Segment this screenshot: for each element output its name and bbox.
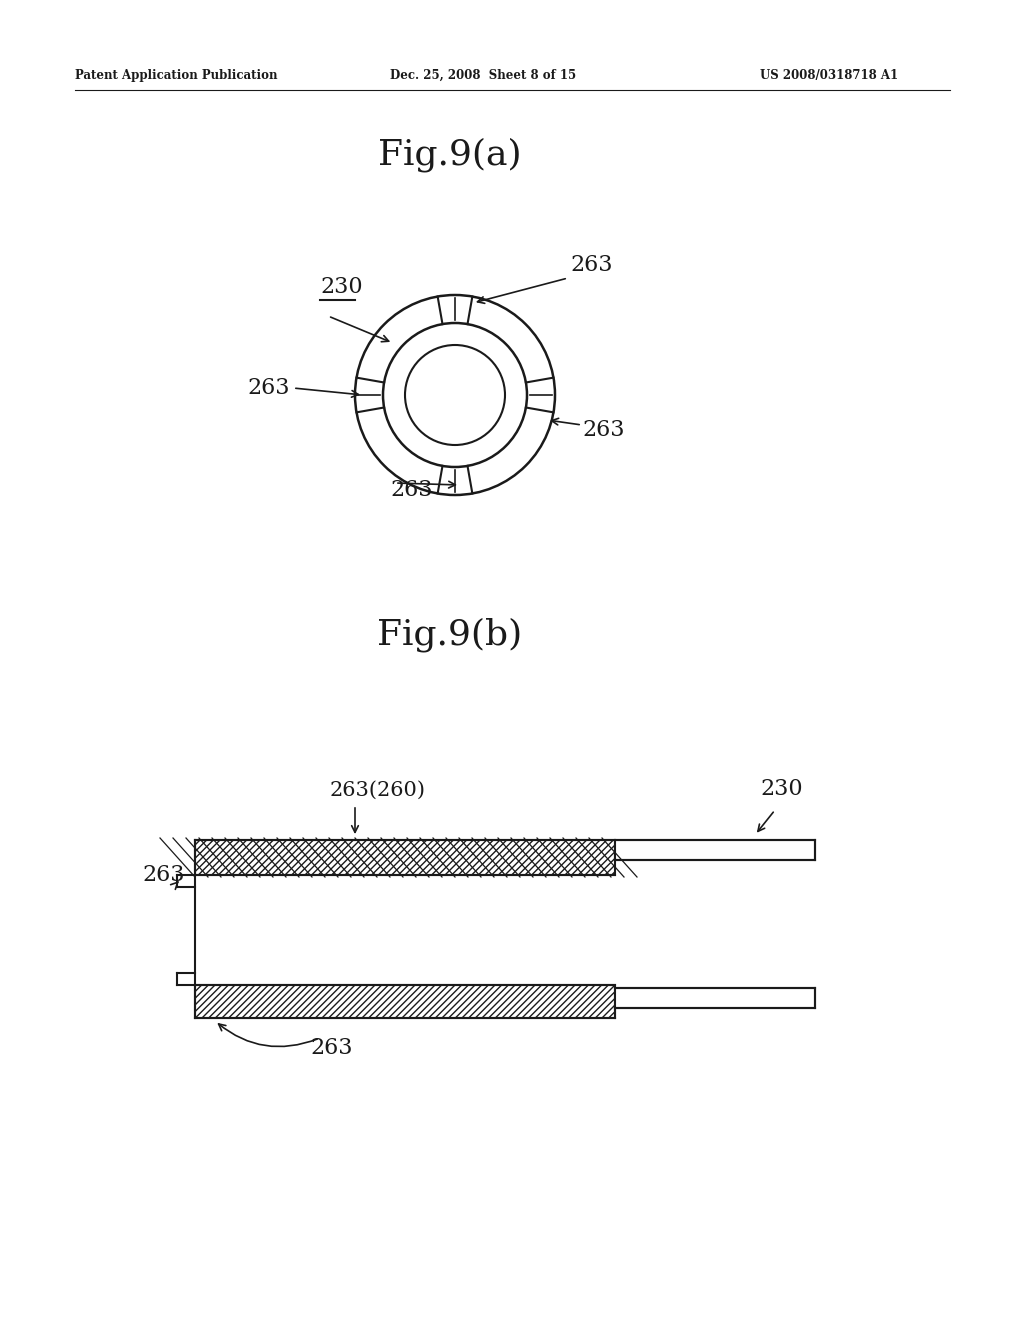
- Text: 263(260): 263(260): [330, 781, 426, 800]
- Text: Fig.9(b): Fig.9(b): [378, 618, 522, 652]
- Bar: [615, 987, 815, 1008]
- Text: 230: 230: [319, 276, 362, 298]
- Text: Dec. 25, 2008  Sheet 8 of 15: Dec. 25, 2008 Sheet 8 of 15: [390, 69, 577, 82]
- Text: 263: 263: [570, 253, 612, 276]
- Bar: [195, 985, 615, 1018]
- Text: 263: 263: [390, 479, 432, 502]
- Text: 230: 230: [760, 777, 803, 800]
- Text: Fig.9(a): Fig.9(a): [378, 137, 522, 173]
- Text: US 2008/0318718 A1: US 2008/0318718 A1: [760, 69, 898, 82]
- Text: Patent Application Publication: Patent Application Publication: [75, 69, 278, 82]
- Text: 263: 263: [582, 418, 625, 441]
- Bar: [615, 840, 815, 861]
- Text: 263: 263: [248, 378, 290, 399]
- Bar: [195, 840, 615, 875]
- Text: 263: 263: [310, 1038, 352, 1059]
- Text: 263: 263: [142, 865, 184, 886]
